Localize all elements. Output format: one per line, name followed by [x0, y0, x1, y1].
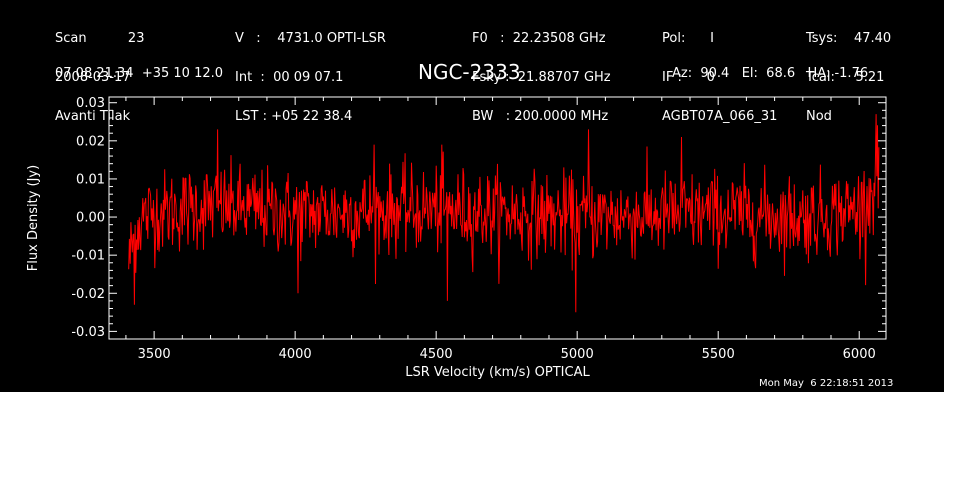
- scan-label: Scan 23: [55, 31, 145, 46]
- x-tick-label: 5500: [702, 347, 735, 362]
- integration-label: Int : 00 09 07.1: [235, 70, 344, 85]
- f0-label: F0 : 22.23508 GHz: [472, 31, 606, 46]
- tcal-label: Tcal: 5.21: [806, 70, 885, 85]
- x-tick-label: 4500: [420, 347, 453, 362]
- source-title: NGC-2333: [418, 60, 521, 84]
- spectrum-chart: 3500 4000 4500 5000 5500 6000 -0.03 -0.02 -0.01 0…: [26, 96, 887, 380]
- header-col-scan: Scan 23 2008-03-17 Avanti Tilak: [55, 6, 144, 136]
- y-tick-label: 0.01: [76, 172, 105, 187]
- fsky-label: Fsky : 21.88707 GHz: [472, 70, 611, 85]
- project-label: AGBT07A_066_31: [662, 109, 778, 124]
- pointing-label: Az: 90.4 El: 68.6 HA: -1.76: [672, 66, 869, 81]
- y-tick-label: 0.02: [76, 134, 105, 149]
- plot-panel: 3500 4000 4500 5000 5500 6000 -0.03 -0.02 -0.01 0…: [0, 0, 944, 392]
- header-col-frequency: F0 : 22.23508 GHz Fsky : 21.88707 GHz BW…: [472, 6, 611, 136]
- lst-label: LST : +05 22 38.4: [235, 109, 353, 124]
- x-axis-label: LSR Velocity (km/s) OPTICAL: [405, 365, 590, 380]
- x-tick-label: 3500: [138, 347, 171, 362]
- x-tick-label: 4000: [279, 347, 312, 362]
- mode-label: Nod: [806, 109, 832, 124]
- y-tick-label: 0.00: [76, 211, 105, 226]
- bandwidth-label: BW : 200.0000 MHz: [472, 109, 609, 124]
- spectrum-trace: [128, 114, 880, 313]
- y-tick-label: -0.03: [71, 325, 105, 340]
- observer-label: Avanti Tilak: [55, 109, 131, 124]
- x-tick-label: 5000: [561, 347, 594, 362]
- y-tick-label: -0.01: [71, 249, 105, 264]
- plot-frame: [108, 96, 887, 340]
- tsys-label: Tsys: 47.40: [806, 31, 892, 46]
- velocity-label: V : 4731.0 OPTI-LSR: [235, 31, 386, 46]
- header-col-system: Tsys: 47.40 Tcal: 5.21 Nod: [806, 6, 891, 136]
- pol-label: Pol: I: [662, 31, 714, 46]
- date-label: 2008-03-17: [55, 70, 131, 85]
- x-tick-label: 6000: [843, 347, 876, 362]
- y-axis-label: Flux Density (Jy): [26, 165, 41, 271]
- if-label: IF : 0: [662, 70, 715, 85]
- coordinates-label: 07 08 21.34 +35 10 12.0: [55, 66, 224, 81]
- y-tick-label: -0.02: [71, 287, 105, 302]
- y-tick-label: 0.03: [76, 96, 105, 111]
- timestamp-label: Mon May 6 22:18:51 2013: [759, 378, 894, 389]
- header-col-velocity: V : 4731.0 OPTI-LSR Int : 00 09 07.1 LST…: [235, 6, 386, 136]
- header-col-polarization: Pol: I IF : 0 AGBT07A_066_31: [662, 6, 777, 136]
